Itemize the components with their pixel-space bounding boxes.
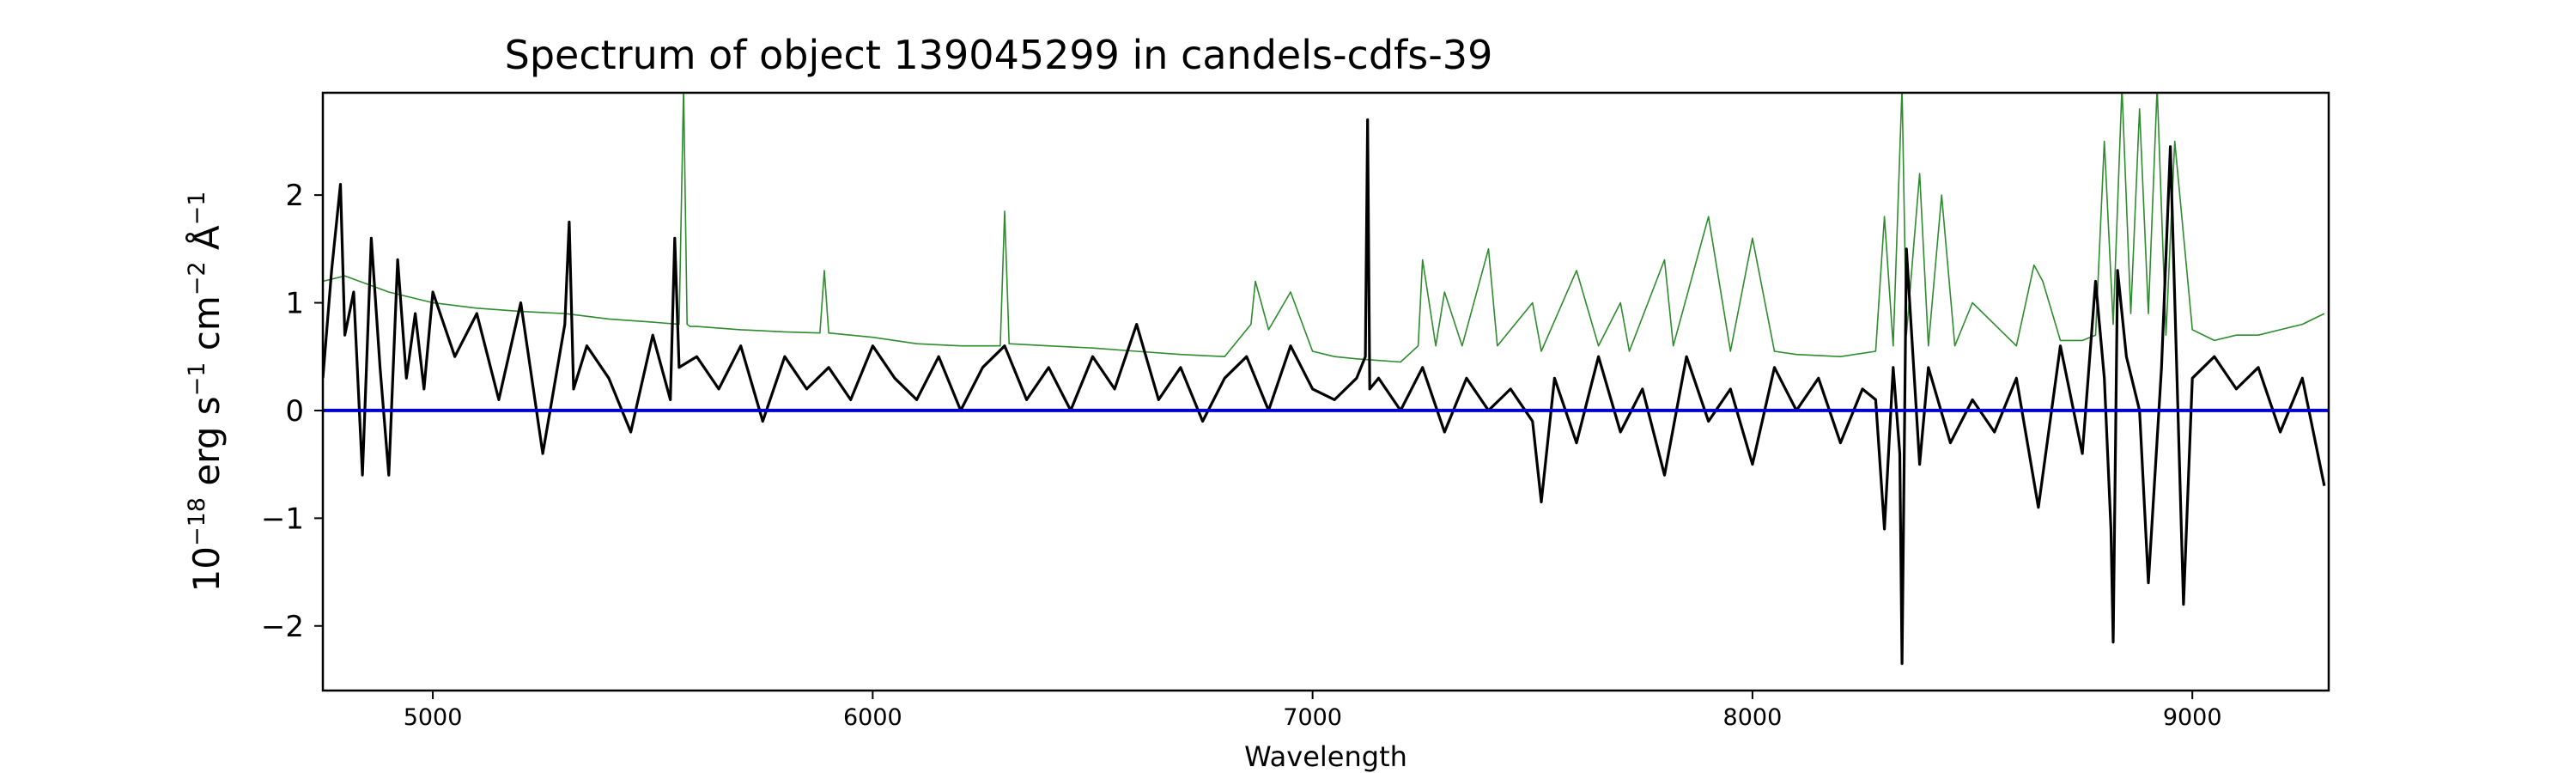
y-label-base: 10 [185, 546, 228, 592]
y-tick-label: −2 [261, 610, 304, 644]
x-tick-label: 7000 [1283, 704, 1342, 731]
y-label-mid3: Å [185, 225, 228, 261]
x-axis-label: Wavelength [1244, 740, 1407, 773]
y-tick-label: −1 [261, 502, 304, 536]
y-label-exp1: −18 [184, 497, 210, 546]
y-label-mid1: erg s [185, 396, 228, 497]
y-label-exp3: −2 [184, 261, 210, 295]
y-tick-label: 2 [285, 179, 304, 213]
plot-frame [321, 91, 2330, 692]
x-tick-label: 8000 [1723, 704, 1783, 731]
y-axis-label: 10−18 erg s−1 cm−2 Å−1 [184, 192, 228, 593]
series-layer [323, 93, 2329, 666]
tick-layer: 5000 6000 7000 8000 9000 −2 −1 0 1 2 [261, 179, 2222, 731]
y-label-exp4: −1 [184, 192, 210, 226]
series-sky-error [323, 93, 2325, 363]
y-label-mid2: cm [185, 295, 228, 362]
x-tick-label: 9000 [2163, 704, 2222, 731]
y-label-exp2: −1 [184, 362, 210, 397]
y-tick-label: 1 [285, 287, 304, 321]
series-flux [323, 118, 2326, 666]
y-tick-label: 0 [285, 394, 304, 429]
x-tick-label: 5000 [404, 704, 463, 731]
x-tick-label: 6000 [843, 704, 902, 731]
plot-area [323, 93, 2329, 691]
chart-title: Spectrum of object 139045299 in candels-… [505, 32, 1493, 78]
